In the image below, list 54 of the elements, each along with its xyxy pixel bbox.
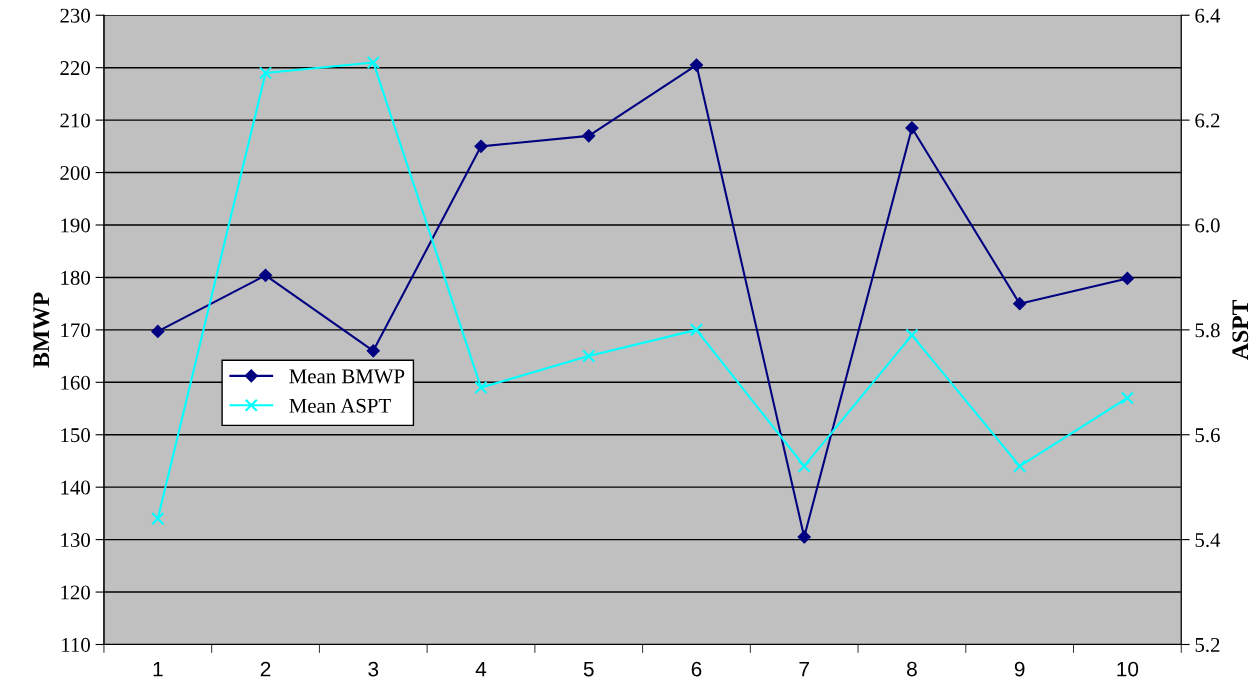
point	[582, 129, 596, 143]
point	[1013, 459, 1027, 473]
y-tick-label: 170	[61, 323, 90, 338]
point	[797, 459, 811, 473]
legend-label: Mean ASPT	[289, 398, 391, 413]
legend-label: Mean BMWP	[289, 369, 405, 384]
y-tick-label: 140	[61, 480, 90, 495]
point	[366, 55, 380, 70]
point	[797, 530, 811, 544]
x-tick-label: 8	[907, 661, 917, 677]
x-tick-label: 2	[260, 661, 271, 677]
x-tick-label: 6	[691, 661, 702, 677]
point	[151, 324, 165, 339]
y2-tick-label: 5.4	[1195, 533, 1221, 548]
y2-tick-label: 6.0	[1195, 218, 1220, 233]
x-tick-label: 9	[1014, 661, 1025, 677]
point	[1120, 271, 1134, 286]
point	[905, 121, 919, 135]
point	[258, 268, 273, 282]
y-tick-label: 200	[60, 165, 90, 180]
y2-tick-label: 6.4	[1195, 8, 1221, 23]
y-tick-label: 150	[61, 428, 90, 443]
point	[689, 58, 704, 72]
y-axis-title: BMWP	[33, 292, 50, 368]
y-tick-label: 210	[60, 113, 90, 128]
y2-axis-title: ASPT	[1232, 300, 1249, 360]
y-tick-label: 120	[61, 585, 90, 600]
y-tick-label: 110	[62, 637, 90, 652]
point	[151, 512, 165, 526]
x-tick-label: 7	[799, 661, 809, 677]
y2-tick-label: 5.2	[1195, 637, 1220, 653]
point	[474, 139, 488, 153]
y-tick-label: 220	[60, 61, 90, 76]
y-tick-label: 190	[61, 218, 90, 233]
y2-tick-label: 6.2	[1195, 113, 1220, 128]
x-tick-label: 4	[475, 661, 487, 677]
point	[582, 349, 596, 363]
x-tick-label: 5	[583, 661, 594, 677]
point	[1120, 391, 1134, 405]
y-tick-label: 160	[61, 375, 90, 390]
point	[474, 380, 488, 395]
y2-tick-label: 5.8	[1195, 323, 1220, 338]
point	[1013, 297, 1027, 311]
x-tick-label: 3	[368, 661, 379, 677]
x-tick-label: 10	[1117, 661, 1139, 677]
point	[366, 344, 380, 358]
y-tick-label: 180	[61, 270, 90, 285]
point	[689, 323, 704, 337]
x-tick-label: 1	[153, 661, 163, 677]
point	[905, 328, 919, 342]
y-tick-label: 230	[60, 8, 90, 23]
y2-tick-label: 5.6	[1195, 428, 1220, 443]
y-tick-label: 130	[61, 532, 90, 548]
point	[258, 66, 273, 80]
